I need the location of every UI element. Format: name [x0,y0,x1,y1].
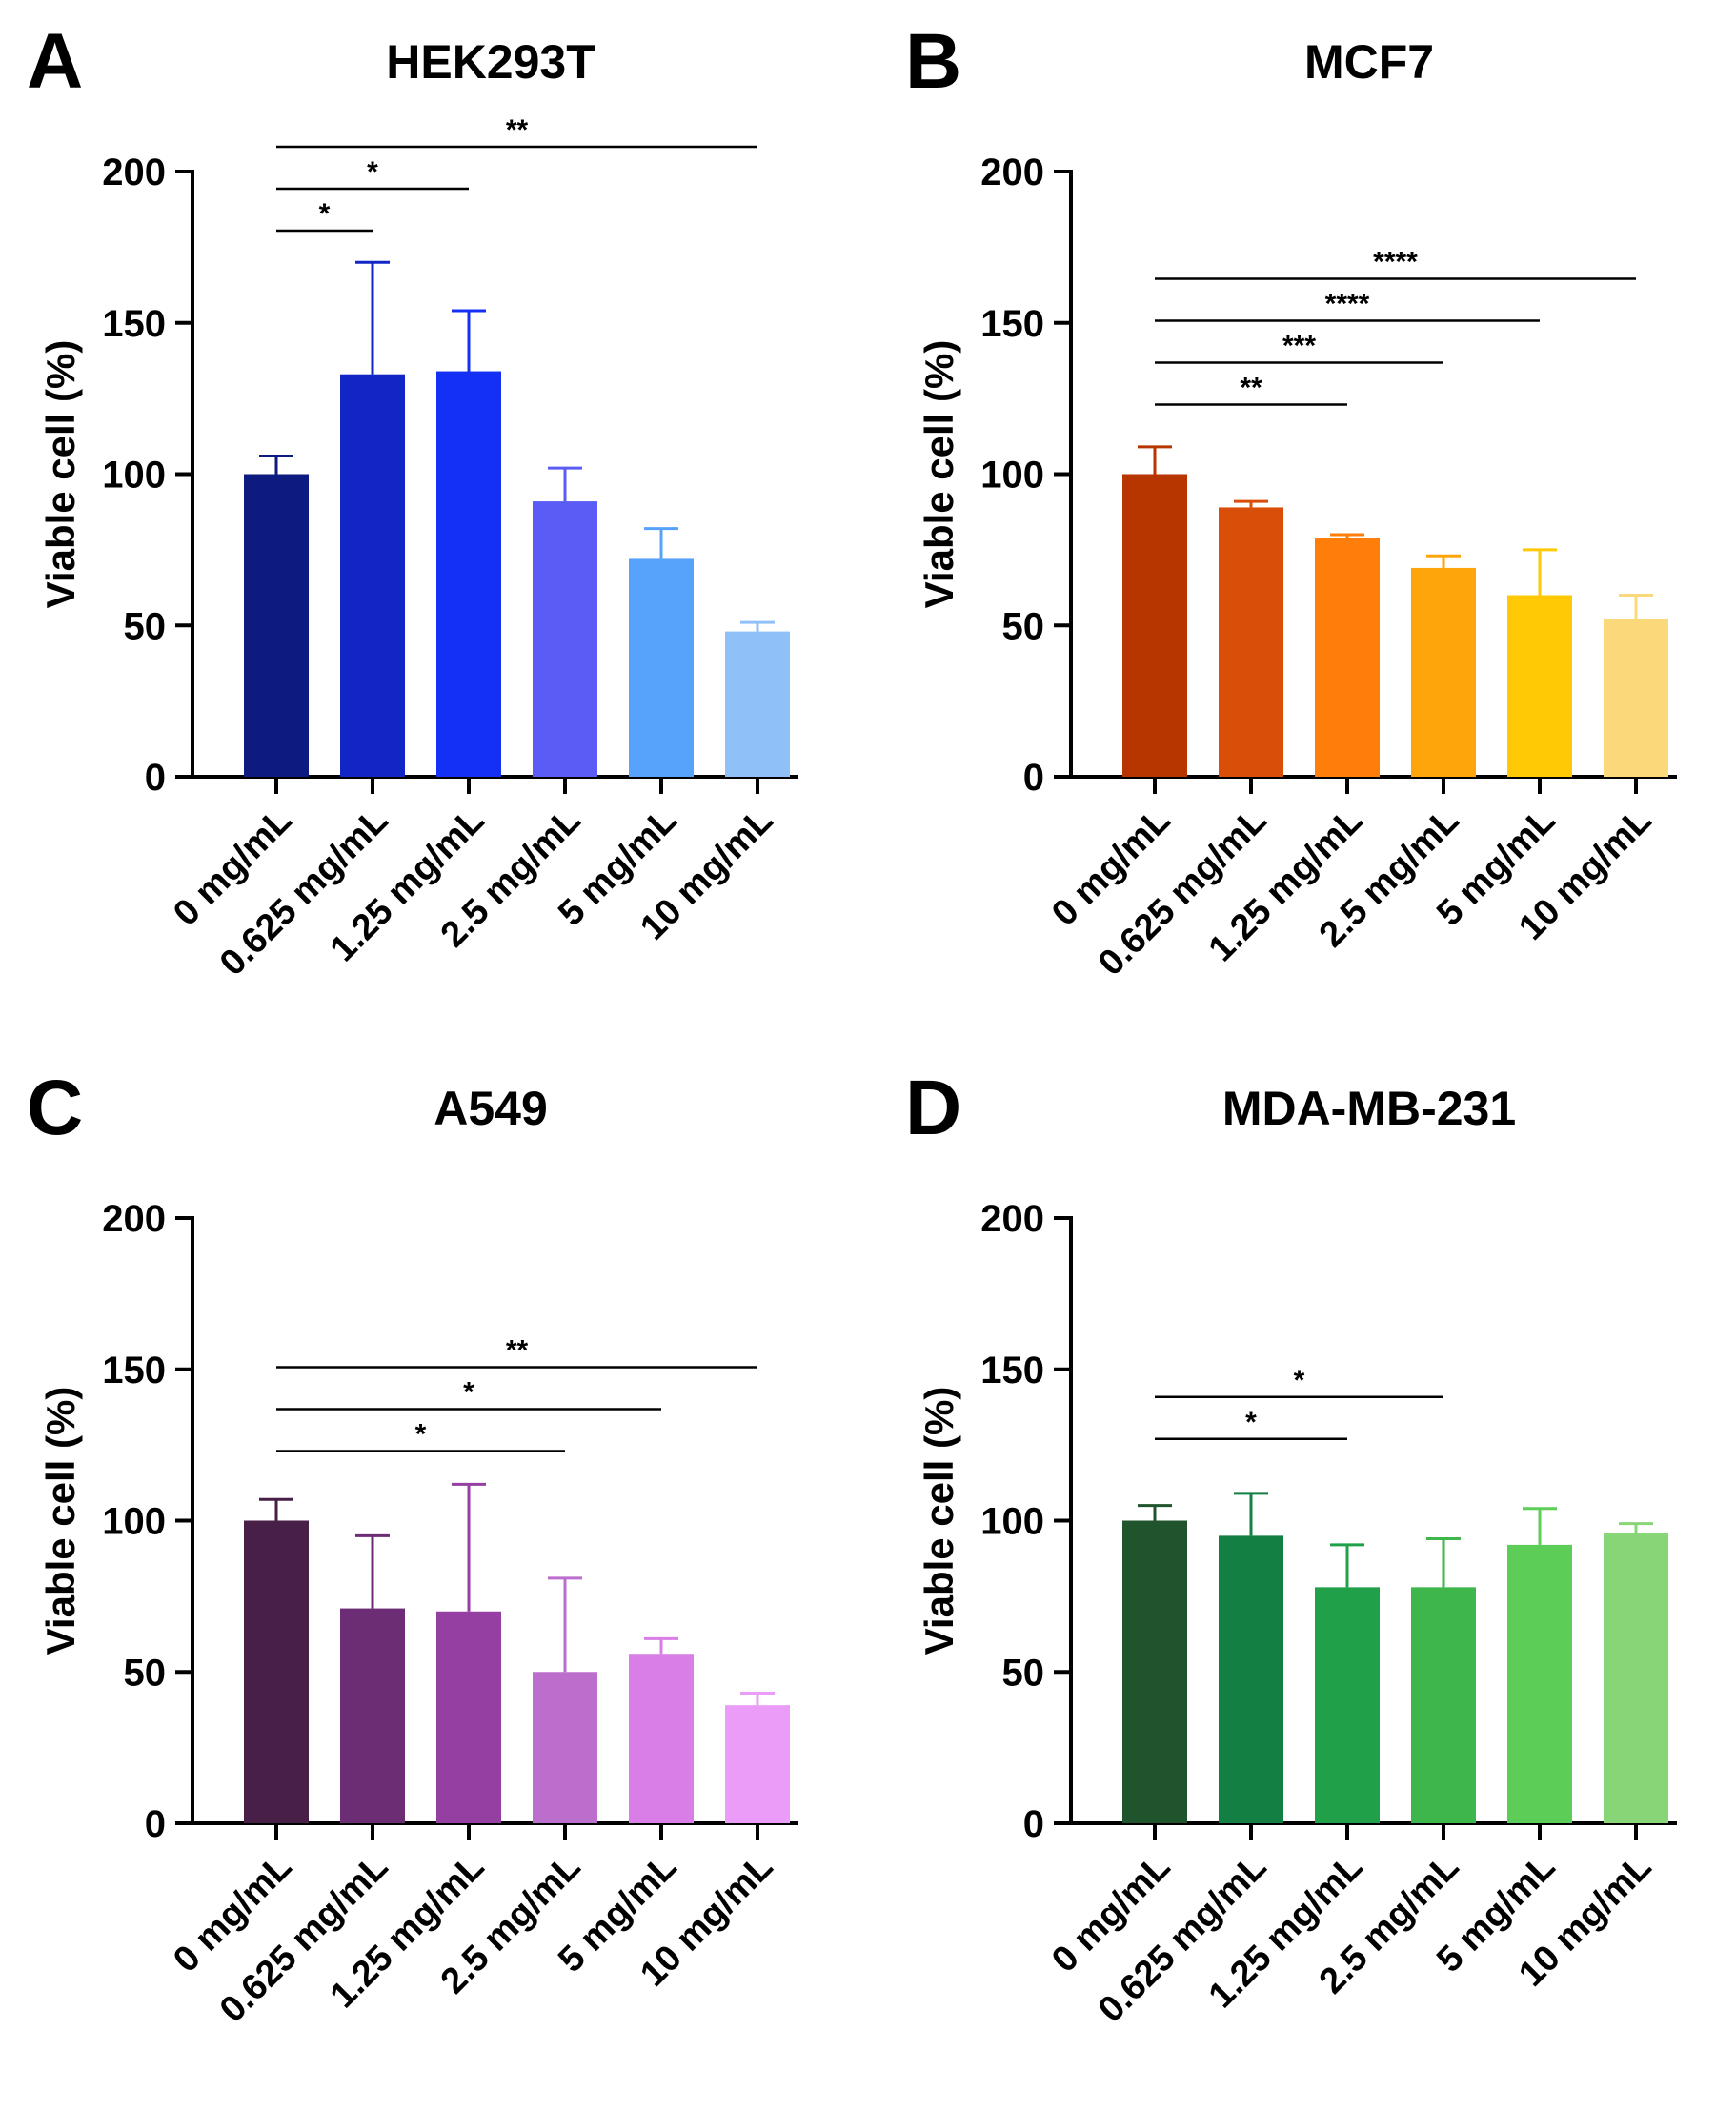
y-axis-label: Viable cell (%) [917,1387,961,1655]
bar [1315,538,1380,777]
y-axis-label: Viable cell (%) [38,340,83,609]
bar [1507,595,1572,777]
significance-label: ** [506,1334,529,1366]
bar [340,374,405,777]
x-category-label: 0.625 mg/mL [1091,801,1274,984]
bar [725,631,790,777]
bar [1411,1587,1476,1823]
panel-letter: A [27,18,83,105]
chart-title: MCF7 [1304,35,1434,89]
significance-label: * [463,1376,474,1408]
y-tick-label: 150 [102,1350,166,1391]
bar [1507,1544,1572,1823]
y-tick-label: 200 [980,1198,1044,1240]
y-tick-label: 100 [980,1501,1044,1543]
significance-label: ** [506,114,529,146]
y-tick-label: 150 [980,303,1044,345]
bar [1411,567,1476,777]
significance-label: * [1245,1407,1257,1438]
significance-label: **** [1325,288,1370,319]
bar [1315,1587,1380,1823]
x-category-label: 0.625 mg/mL [212,801,395,984]
y-tick-label: 0 [145,757,166,799]
bar [629,1654,694,1823]
bar [1219,507,1283,777]
y-tick-label: 200 [980,152,1044,193]
y-tick-label: 100 [102,1501,166,1543]
chart-title: MDA-MB-231 [1222,1082,1516,1135]
bar [436,1611,501,1823]
y-tick-label: 200 [102,152,166,193]
y-tick-label: 100 [102,455,166,497]
panel-letter: D [905,1065,961,1151]
y-tick-label: 50 [1002,605,1045,647]
chart-title: A549 [434,1082,548,1135]
bar [436,371,501,777]
significance-label: ** [1240,372,1262,403]
y-tick-label: 100 [980,455,1044,497]
bar [244,1520,309,1823]
y-tick-label: 150 [980,1350,1044,1391]
bar [629,558,694,777]
panel-letter: C [27,1065,83,1151]
x-category-label: 0.625 mg/mL [1091,1847,1274,2030]
y-tick-label: 0 [1023,757,1044,799]
y-tick-label: 0 [145,1803,166,1845]
bar [533,501,597,777]
bar [1122,1520,1187,1823]
bar [725,1705,790,1823]
bar [1219,1535,1283,1823]
significance-label: * [1294,1365,1305,1396]
significance-label: * [319,198,331,230]
y-tick-label: 50 [124,605,167,647]
x-category-label: 0.625 mg/mL [212,1847,395,2030]
bar [340,1608,405,1823]
y-tick-label: 200 [102,1198,166,1240]
bar [1604,619,1668,777]
significance-label: *** [1282,330,1316,361]
significance-label: **** [1373,246,1418,277]
bar [1122,474,1187,777]
bar [244,474,309,777]
y-tick-label: 0 [1023,1803,1044,1845]
significance-label: * [415,1418,427,1450]
bar [533,1672,597,1823]
bar [1604,1533,1668,1823]
panel-letter: B [905,18,961,105]
y-axis-label: Viable cell (%) [38,1387,83,1655]
significance-label: * [367,156,378,188]
y-tick-label: 150 [102,303,166,345]
y-tick-label: 50 [124,1652,167,1694]
y-tick-label: 50 [1002,1652,1045,1694]
y-axis-label: Viable cell (%) [917,340,961,609]
chart-title: HEK293T [386,35,595,89]
